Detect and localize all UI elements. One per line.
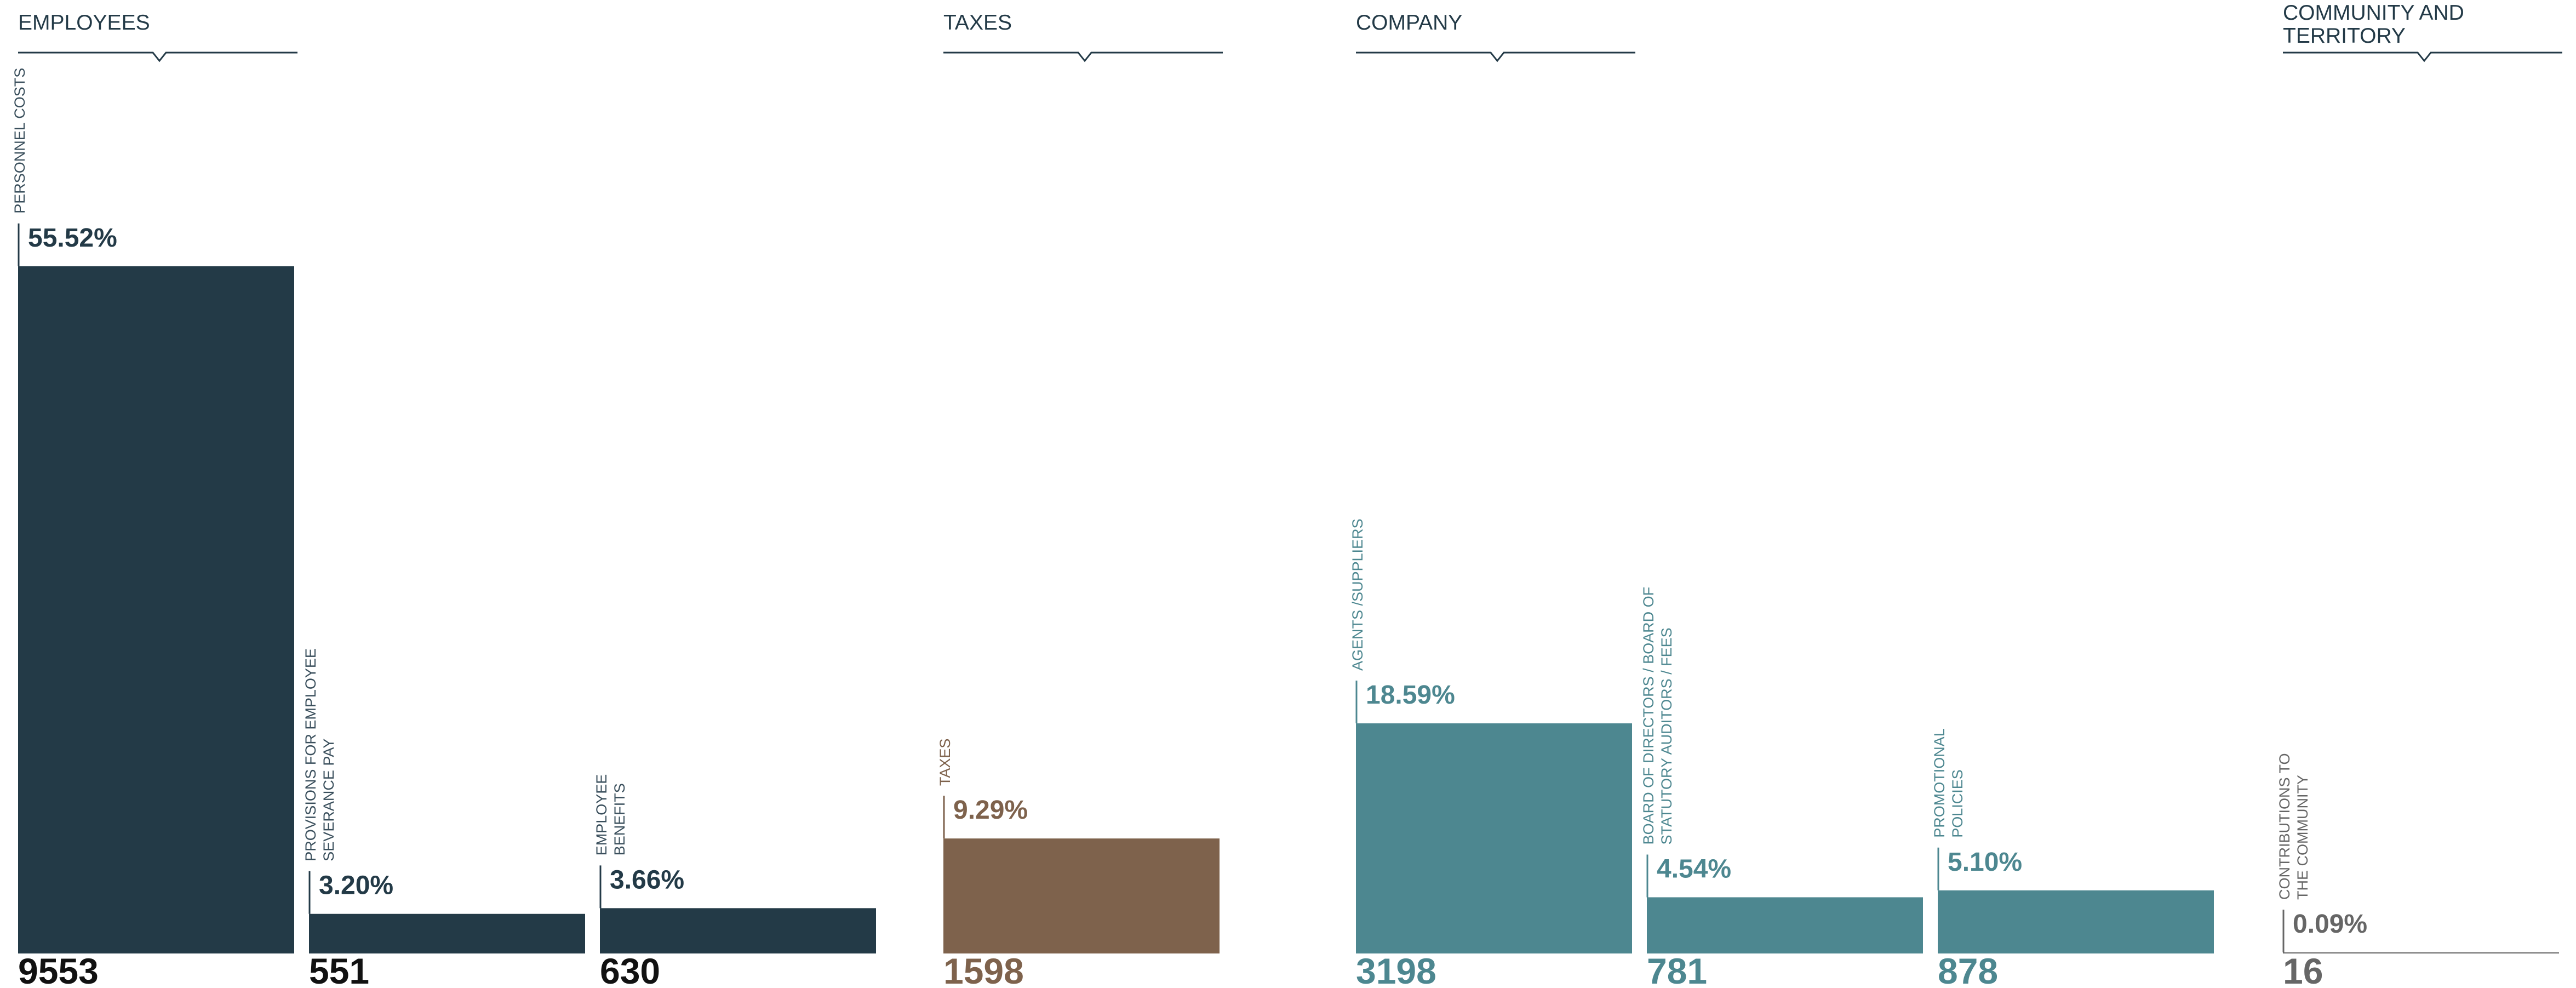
group-title: TAXES [943,11,1012,35]
category-label: PROVISIONS FOR EMPLOYEE SEVERANCE PAY [302,648,337,861]
category-label-line: PROVISIONS FOR EMPLOYEE [302,648,319,861]
category-label-line: BOARD OF DIRECTORS / BOARD OF [1640,587,1657,845]
bar [18,266,294,953]
category-label: PERSONNEL COSTS [12,68,28,214]
category-label: AGENTS /SUPPLIERS [1349,518,1366,671]
value-label: 0.09% [2293,910,2367,939]
bar [2283,952,2559,953]
bar [600,908,876,953]
group-title: COMPANY [1356,11,1462,35]
group-bracket [943,52,1223,62]
group-title: COMMUNITY AND [2283,1,2464,25]
amount-label: 878 [1938,951,1998,988]
bar [1647,897,1923,953]
category-label: TAXES [937,739,953,786]
amount-label: 781 [1647,951,1707,988]
category-label-line: EMPLOYEE [593,774,610,856]
category-label: EMPLOYEE BENEFITS [593,774,628,856]
category-label-line: PROMOTIONAL [1931,728,1948,838]
category-label-line: CONTRIBUTIONS TO [2276,753,2293,900]
category-label: PROMOTIONAL POLICIES [1931,728,1966,838]
amount-label: 630 [600,951,660,988]
value-label: 9.29% [953,796,1028,825]
value-label: 18.59% [1366,681,1455,710]
group-bracket [1356,52,1635,62]
category-label-line: STATUTORY AUDITORS / FEES [1658,627,1675,844]
category-label-line: BENEFITS [611,783,628,855]
amount-label: 9553 [18,951,99,988]
group-title: EMPLOYEES [18,11,150,35]
category-label-line: SEVERANCE PAY [320,739,337,861]
value-label: 55.52% [28,224,117,253]
group-title: TERRITORY [2283,24,2406,48]
category-label-line: POLICIES [1949,769,1966,838]
bar [1938,890,2214,953]
category-label: BOARD OF DIRECTORS / BOARD OF STATUTORY A… [1640,587,1675,845]
category-label-line: PERSONNEL COSTS [12,68,28,214]
value-label: 3.20% [319,871,393,900]
bar [309,913,585,953]
value-label: 5.10% [1948,848,2022,877]
value-label: 4.54% [1657,854,1731,883]
category-label: CONTRIBUTIONS TO THE COMMUNITY [2276,753,2311,900]
bar [943,838,1220,953]
category-label-line: TAXES [937,739,953,786]
category-label-line: THE COMMUNITY [2294,775,2311,900]
category-label-line: AGENTS /SUPPLIERS [1349,518,1366,671]
amount-label: 3198 [1356,951,1436,988]
group-bracket [18,52,297,62]
bar [1356,723,1632,953]
amount-label: 16 [2283,951,2323,988]
amount-label: 551 [309,951,369,988]
group-bracket [2283,52,2562,62]
value-label: 3.66% [610,865,684,894]
amount-label: 1598 [943,951,1024,988]
